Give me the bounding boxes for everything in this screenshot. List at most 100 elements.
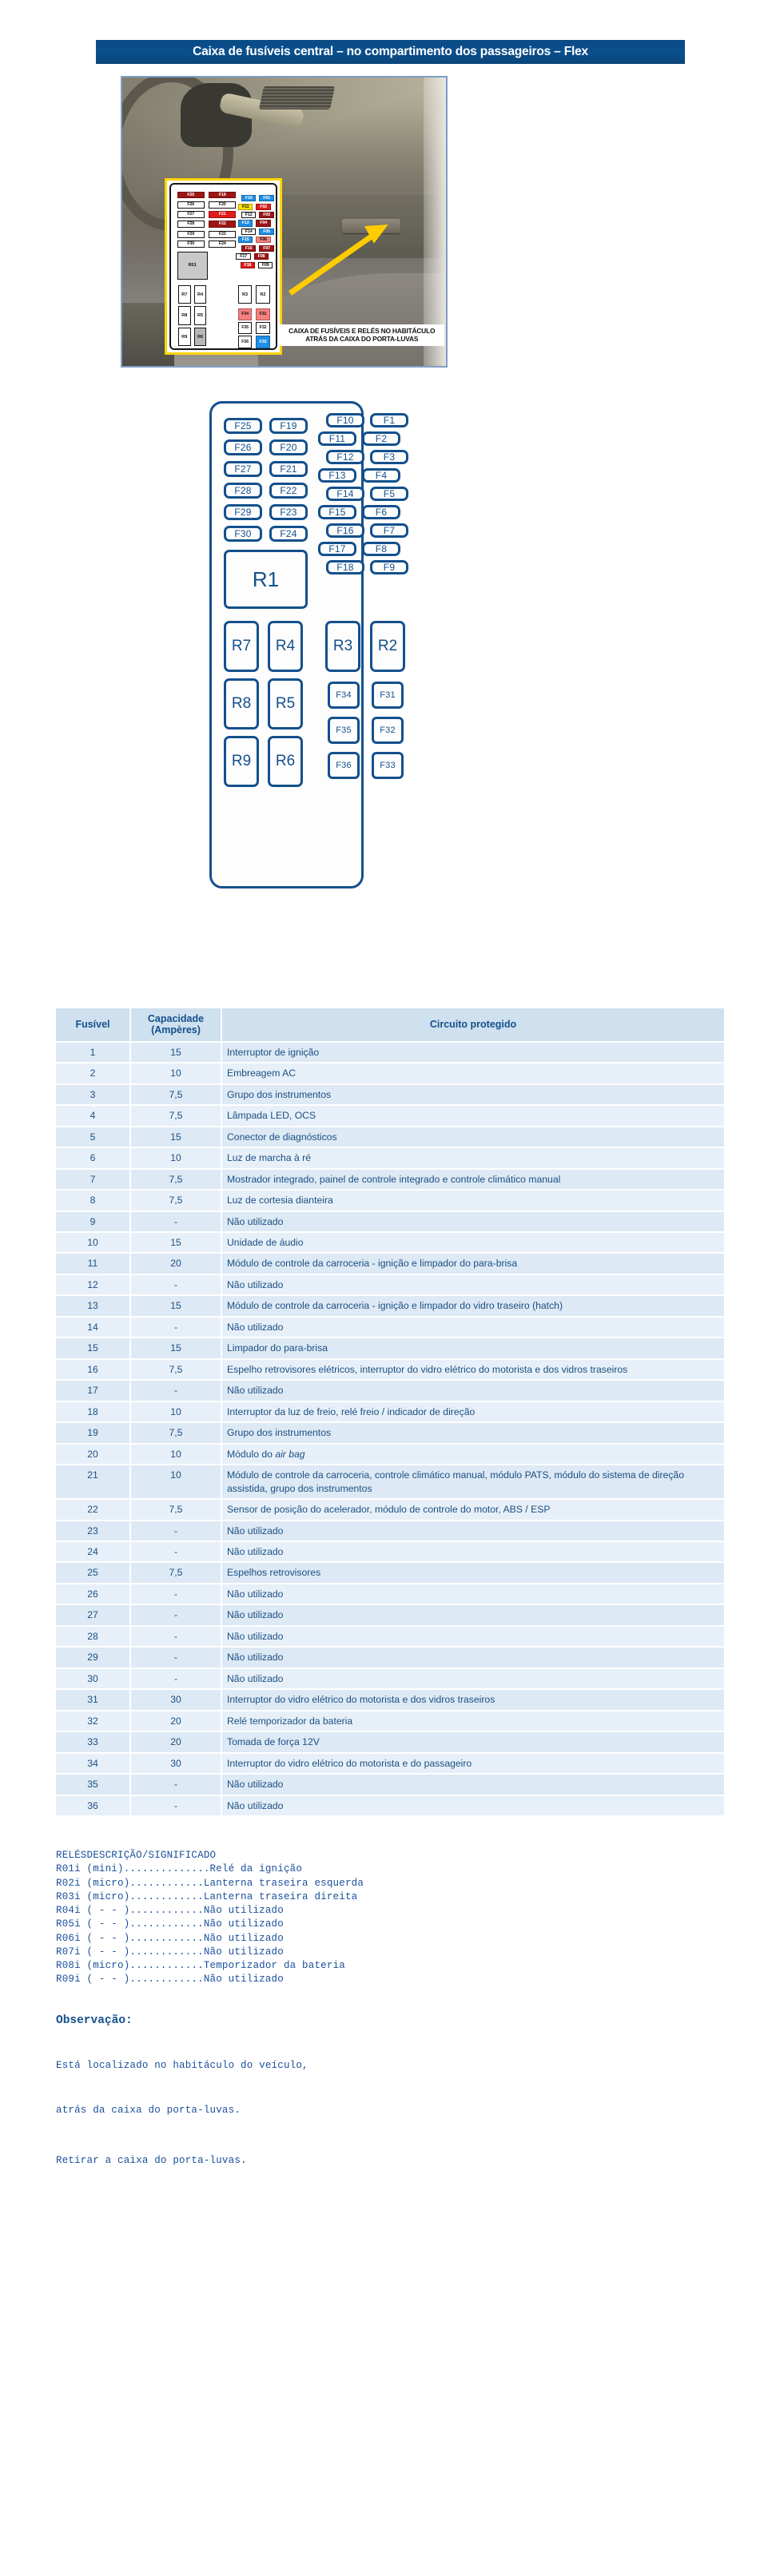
- table-row: 36- Não utilizado: [56, 1795, 724, 1818]
- overlay-fuse-f33: F33: [256, 336, 270, 348]
- table-row: 21 10 Módulo de controle da carroceria, co…: [56, 1465, 724, 1501]
- cell-capacidade: 7,5: [130, 1358, 222, 1381]
- relay-line: R02i (micro)............Lanterna traseir…: [56, 1877, 364, 1889]
- table-row: 3 7,5 Grupo dos instrumentos: [56, 1083, 724, 1107]
- photo-caption-line1: CAIXA DE FUSÍVEIS E RELÉS NO HABITÁCULO: [289, 326, 436, 335]
- cell-fusivel: 24: [56, 1541, 131, 1564]
- schematic-relay-r3: R3: [325, 621, 360, 672]
- relay-line: R03i (micro)............Lanterna traseir…: [56, 1890, 358, 1902]
- overlay-fuse-f15: F15: [238, 237, 253, 244]
- table-row: 20 10 Módulo do air bag: [56, 1443, 724, 1466]
- schematic-fuse-f31: F31: [372, 682, 404, 709]
- overlay-fuse-f23: F23: [209, 230, 237, 238]
- overlay-fuse-f13: F13: [238, 220, 253, 227]
- schematic-relay-r4: R4: [268, 621, 303, 672]
- table-row: 10 15 Unidade de áudio: [56, 1231, 724, 1254]
- schematic-fuse-f9: F9: [370, 560, 408, 574]
- cell-circuito: Não utilizado: [221, 1647, 724, 1669]
- cell-capacidade: 15: [130, 1295, 222, 1318]
- table-row: 9- Não utilizado: [56, 1210, 724, 1233]
- schematic-fuse-f29: F29: [224, 504, 262, 520]
- cell-fusivel: 8: [56, 1190, 131, 1212]
- relay-line: R05i ( - - )............Não utilizado: [56, 1918, 284, 1930]
- cell-fusivel: 19: [56, 1422, 131, 1445]
- cell-capacidade: -: [130, 1520, 222, 1543]
- schematic-fuse-f16: F16: [326, 523, 364, 538]
- cell-circuito: Módulo de controle da carroceria, contro…: [221, 1465, 724, 1501]
- cell-circuito: Lâmpada LED, OCS: [221, 1105, 724, 1127]
- schematic-relay-r9: R9: [224, 736, 259, 787]
- table-row: 33 20 Tomada de força 12V: [56, 1731, 724, 1754]
- overlay-relay-r7: R7: [177, 284, 191, 304]
- cell-capacidade: 7,5: [130, 1562, 222, 1584]
- cell-circuito: Módulo de controle da carroceria - igniç…: [221, 1253, 724, 1275]
- cell-circuito: Não utilizado: [221, 1625, 724, 1648]
- cell-circuito: Não utilizado: [221, 1274, 724, 1297]
- cell-circuito: Unidade de áudio: [221, 1231, 724, 1254]
- cell-capacidade: 10: [130, 1401, 222, 1424]
- observation-body: Está localizado no habitáculo do veículo…: [56, 2038, 615, 2188]
- cell-fusivel: 9: [56, 1210, 131, 1233]
- schematic-fuse-f33: F33: [372, 752, 404, 779]
- table-row: 27- Não utilizado: [56, 1604, 724, 1627]
- schematic-fuse-f24: F24: [269, 526, 308, 542]
- overlay-fuse-f26: F26: [177, 201, 205, 209]
- overlay-relay-r2: R2: [256, 284, 270, 304]
- schematic-fuse-f1: F1: [370, 413, 408, 427]
- cell-fusivel: 10: [56, 1231, 131, 1254]
- table-row: 30- Não utilizado: [56, 1668, 724, 1691]
- fuse-table-body: 1 15 Interruptor de ignição 2 10 Embreagem AC…: [56, 1041, 724, 1818]
- glove-box-handle: [342, 218, 401, 233]
- schematic-fuse-f13: F13: [318, 468, 356, 483]
- observation-line3: Retirar a caixa do porta-luvas.: [56, 2154, 247, 2166]
- table-row: 16 7,5 Espelho retrovisores elétricos, int…: [56, 1358, 724, 1381]
- cell-capacidade: 20: [130, 1253, 222, 1275]
- overlay-fuse-f34: F34: [238, 308, 253, 320]
- cell-fusivel: 26: [56, 1583, 131, 1606]
- cell-circuito: Embreagem AC: [221, 1063, 724, 1085]
- schematic-fuse-f26: F26: [224, 439, 262, 455]
- cell-circuito: Interruptor do vidro elétrico do motoris…: [221, 1752, 724, 1775]
- table-row: 4 7,5 Lâmpada LED, OCS: [56, 1105, 724, 1127]
- cell-circuito: Módulo do air bag: [221, 1443, 724, 1466]
- overlay-fuse-f19: F19: [209, 191, 237, 199]
- overlay-fuse-f09: F09: [258, 261, 273, 268]
- cell-fusivel: 17: [56, 1380, 131, 1402]
- schematic-fuse-f18: F18: [326, 560, 364, 574]
- photo-caption: CAIXA DE FUSÍVEIS E RELÉS NO HABITÁCULO …: [279, 324, 444, 346]
- fusebox-schematic: F25 F19 F26 F20 F27 F21 F28 F22 F29 F23 …: [209, 401, 408, 888]
- cell-fusivel: 12: [56, 1274, 131, 1297]
- schematic-fuse-f15: F15: [318, 505, 356, 519]
- air-vent: [259, 85, 336, 109]
- cell-circuito: Não utilizado: [221, 1774, 724, 1796]
- overlay-fuse-f05: F05: [259, 228, 274, 236]
- schematic-fuse-f22: F22: [269, 483, 308, 499]
- cell-circuito: Sensor de posição do acelerador, módulo …: [221, 1499, 724, 1521]
- cell-fusivel: 22: [56, 1499, 131, 1521]
- overlay-fuse-f30: F30: [177, 240, 205, 248]
- cell-circuito: Não utilizado: [221, 1604, 724, 1627]
- overlay-fuse-f35: F35: [238, 321, 253, 335]
- schematic-fuse-f36: F36: [328, 752, 360, 779]
- table-header-row: Fusível Capacidade (Ampères) Circuito pr…: [56, 1008, 724, 1043]
- cell-capacidade: -: [130, 1795, 222, 1818]
- cell-capacidade: 7,5: [130, 1499, 222, 1521]
- cell-capacidade: -: [130, 1647, 222, 1669]
- cell-capacidade: 10: [130, 1443, 222, 1466]
- schematic-fuse-f4: F4: [362, 468, 400, 483]
- capacidade-line1: Capacidade: [147, 1013, 205, 1024]
- door-edge: [423, 78, 446, 366]
- cell-capacidade: 7,5: [130, 1168, 222, 1191]
- table-row: 18 10 Interruptor da luz de freio, relé fr…: [56, 1401, 724, 1424]
- table-row: 32 20 Relé temporizador da bateria: [56, 1710, 724, 1733]
- cell-circuito: Interruptor do vidro elétrico do motoris…: [221, 1689, 724, 1711]
- schematic-relay-r2: R2: [370, 621, 405, 672]
- cell-capacidade: 30: [130, 1689, 222, 1711]
- schematic-fuse-f32: F32: [372, 717, 404, 744]
- overlay-relay-r5: R5: [193, 306, 207, 325]
- cell-capacidade: 10: [130, 1147, 222, 1170]
- cell-circuito: Relé temporizador da bateria: [221, 1710, 724, 1733]
- fusebox-location-photo: F25 F19 F26 F20 F27 F21 F28 F22 F29 F23 …: [121, 76, 448, 368]
- overlay-fuse-f01: F01: [259, 195, 274, 202]
- overlay-fuse-f32: F32: [256, 321, 270, 335]
